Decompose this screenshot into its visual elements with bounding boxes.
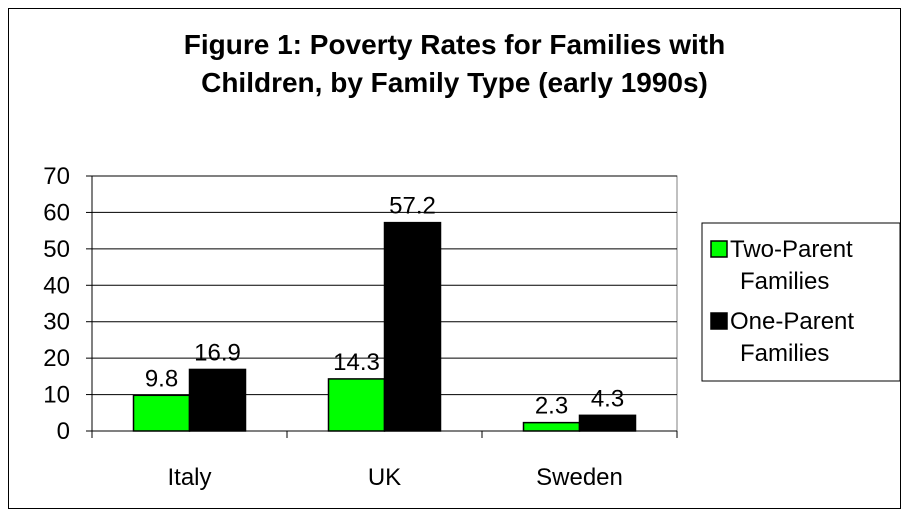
y-tick-label-10: 10 [43, 382, 70, 409]
bar-one-parent-families-sweden [580, 415, 636, 431]
category-label-italy: Italy [167, 464, 211, 491]
data-label-two-parent-families-sweden: 2.3 [535, 393, 568, 420]
bar-one-parent-families-italy [190, 369, 246, 431]
data-label-one-parent-families-italy: 16.9 [194, 339, 241, 366]
category-label-sweden: Sweden [536, 464, 623, 491]
legend-label-one-parent-families-line-2: Families [740, 340, 829, 367]
legend-swatch-two-parent-families [711, 241, 727, 257]
y-tick-label-50: 50 [43, 236, 70, 263]
legend-label-one-parent-families-line-1: One-Parent [730, 308, 854, 335]
y-tick-label-40: 40 [43, 272, 70, 299]
y-tick-label-20: 20 [43, 345, 70, 372]
data-label-two-parent-families-italy: 9.8 [145, 365, 178, 392]
y-tick-label-60: 60 [43, 199, 70, 226]
legend: Two-Parent Families One-Parent Families [702, 223, 900, 381]
legend-label-two-parent-families-line-2: Families [740, 268, 829, 295]
bar-two-parent-families-italy [134, 395, 190, 431]
bar-two-parent-families-uk [329, 379, 385, 431]
y-tick-label-30: 30 [43, 309, 70, 336]
y-tick-label-0: 0 [57, 418, 70, 445]
data-label-one-parent-families-uk: 57.2 [389, 193, 436, 220]
bar-one-parent-families-uk [385, 223, 441, 431]
y-tick-label-70: 70 [43, 163, 70, 190]
data-label-one-parent-families-sweden: 4.3 [591, 385, 624, 412]
category-label-uk: UK [368, 464, 401, 491]
data-label-two-parent-families-uk: 14.3 [333, 349, 380, 376]
legend-swatch-one-parent-families [711, 313, 727, 329]
bar-two-parent-families-sweden [524, 423, 580, 431]
legend-label-two-parent-families-line-1: Two-Parent [730, 236, 853, 263]
